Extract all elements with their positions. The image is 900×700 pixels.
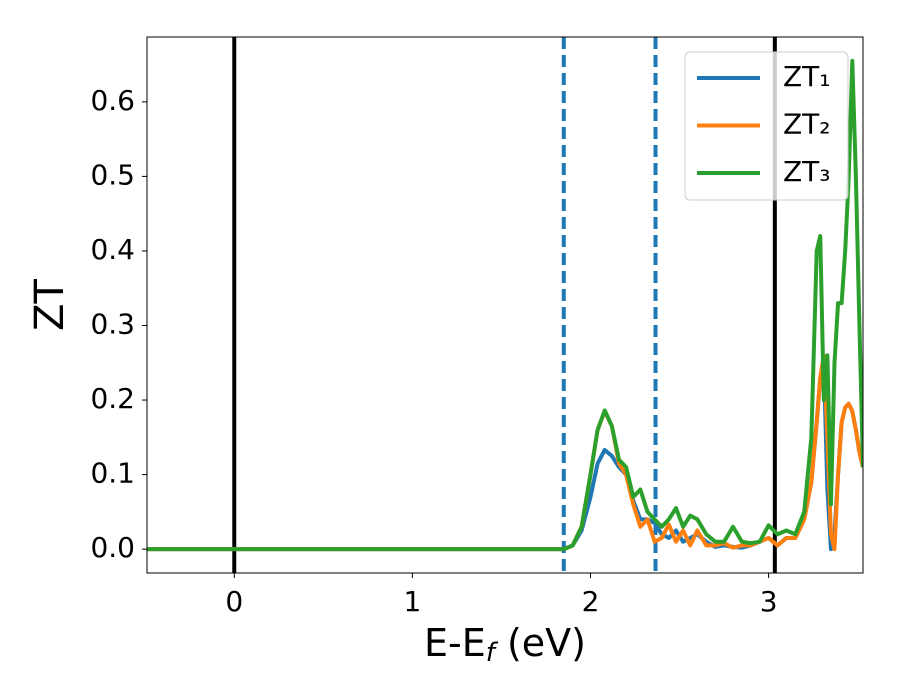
x-tick-label: 0 <box>225 585 243 618</box>
y-tick-label: 0.4 <box>90 233 135 266</box>
x-tick-label: 2 <box>582 585 600 618</box>
x-label-part: (eV) <box>495 621 586 665</box>
y-tick-label: 0.1 <box>90 457 135 490</box>
x-axis-label: E-Ef (eV) <box>424 621 586 668</box>
plot-area <box>147 37 863 573</box>
y-tick-label: 0.0 <box>90 531 135 564</box>
x-tick-label: 3 <box>760 585 778 618</box>
x-label-part: E-E <box>424 621 486 665</box>
legend-label: ZT₁ <box>783 60 831 93</box>
series-line <box>147 58 863 552</box>
plot-frame <box>146 36 864 574</box>
legend-label: ZT₂ <box>783 108 831 141</box>
legend-box <box>684 51 849 201</box>
y-tick-label: 0.2 <box>90 382 135 415</box>
y-axis-label: ZT <box>27 279 73 331</box>
y-tick-label: 0.6 <box>90 84 135 117</box>
y-tick-label: 0.5 <box>90 158 135 191</box>
y-tick-label: 0.3 <box>90 308 135 341</box>
legend-label: ZT₃ <box>783 155 831 188</box>
x-tick-label: 1 <box>403 585 421 618</box>
